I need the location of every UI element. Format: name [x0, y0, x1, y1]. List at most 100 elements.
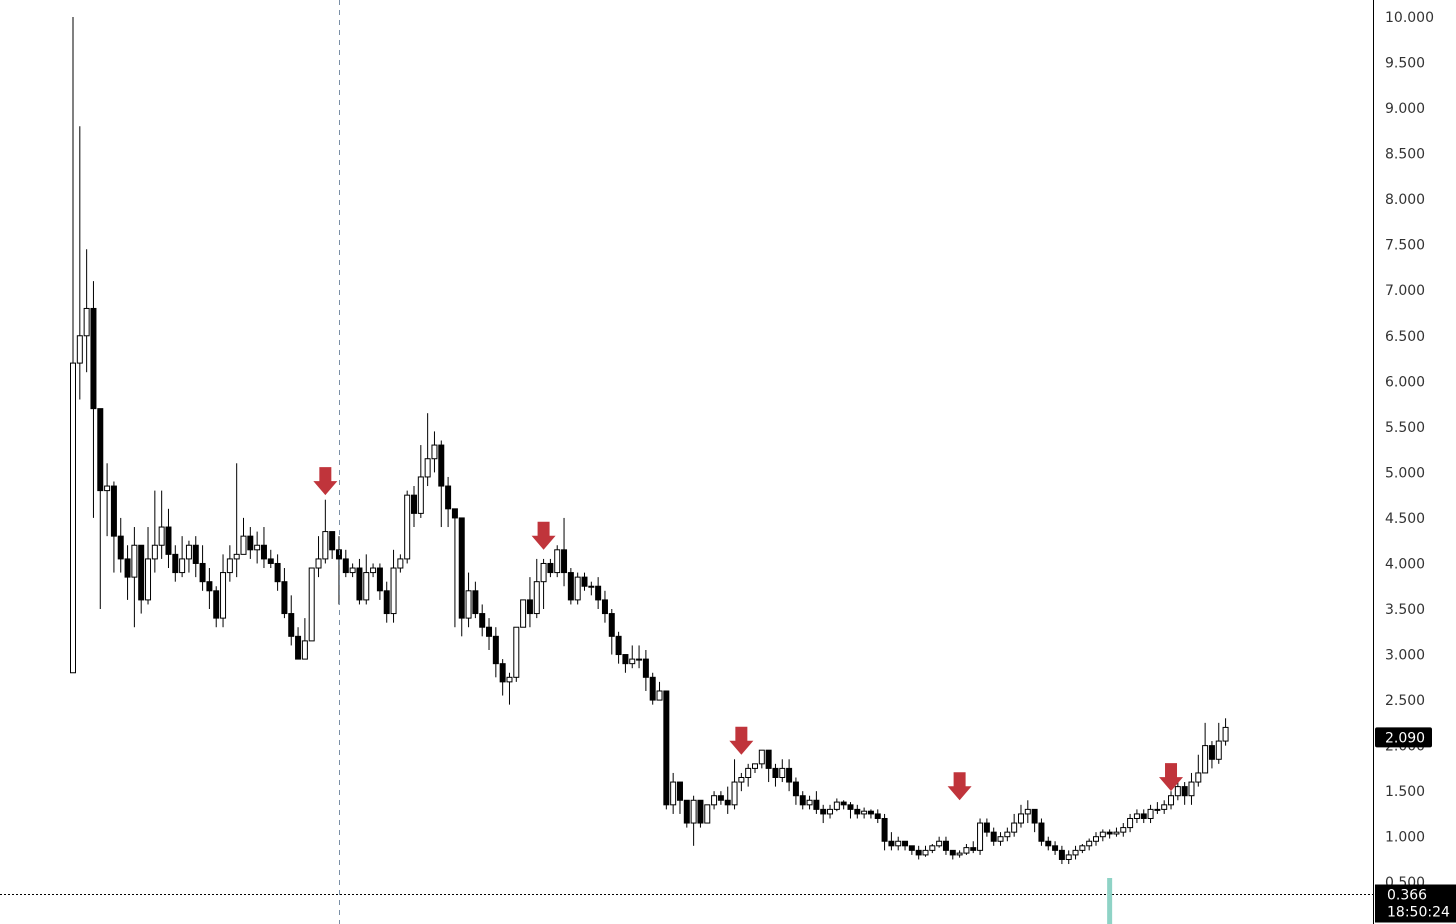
candle-body-up: [431, 444, 438, 460]
candle-body-down: [983, 822, 990, 833]
candle-body-down: [874, 813, 881, 819]
last-price-tag: 2.090: [1375, 727, 1432, 748]
candle-body-down: [526, 599, 533, 615]
candle: [820, 804, 827, 824]
candle-body-down: [288, 613, 295, 637]
candle-body-down: [915, 849, 922, 856]
candle: [213, 586, 220, 628]
candle-body-down: [274, 562, 281, 583]
candle: [1133, 809, 1140, 824]
price-tick-label: 6.500: [1385, 329, 1425, 345]
candle-body-up: [922, 849, 929, 856]
candle: [970, 841, 977, 854]
candle: [601, 590, 608, 623]
candle: [506, 672, 513, 705]
candle: [813, 791, 820, 814]
candle-body-down: [97, 408, 104, 492]
candle-body-up: [404, 494, 411, 560]
candle: [1011, 813, 1018, 837]
price-tick-label: 2.500: [1385, 693, 1425, 709]
candle: [711, 791, 718, 810]
arrow-annotations: [313, 467, 1184, 801]
candle-body-up: [738, 777, 745, 783]
candle-body-down: [117, 535, 124, 560]
candle: [608, 609, 615, 655]
candle-body-down: [1058, 849, 1065, 860]
candle-body-up: [1161, 804, 1168, 810]
candle-body-up: [513, 626, 520, 678]
price-tick-label: 10.000: [1385, 10, 1434, 26]
candle: [1168, 791, 1175, 810]
candle-body-up: [752, 763, 758, 769]
candle: [451, 508, 458, 628]
candle: [1052, 841, 1059, 855]
candle: [690, 795, 697, 846]
candle-body-up: [1174, 786, 1181, 797]
candle-body-down: [942, 840, 949, 851]
candle: [192, 536, 199, 578]
candle-body-up: [1079, 845, 1086, 851]
price-axis[interactable]: 10.000 9.500 9.000 8.500 8.000 7.500 7.000 6.50…: [1385, 10, 1434, 891]
candle-body-down: [213, 590, 220, 619]
candle: [929, 843, 936, 854]
candle-body-down: [438, 444, 445, 487]
candle: [117, 517, 124, 573]
candle: [615, 631, 622, 664]
candle: [915, 845, 922, 860]
candle: [267, 549, 274, 569]
candle-body-down: [908, 845, 915, 851]
candle: [1174, 782, 1181, 801]
crosshair-time-label: 18:50:24: [1387, 905, 1450, 921]
candle-body-up: [226, 558, 233, 574]
candle: [226, 545, 233, 582]
candle: [547, 558, 554, 578]
candle: [895, 836, 902, 851]
candle-body-down: [329, 531, 336, 551]
candle-body-up: [745, 767, 752, 779]
candle: [806, 795, 813, 810]
candle: [595, 577, 602, 610]
candle: [588, 581, 595, 596]
arrow-down-icon: [729, 726, 754, 755]
candles: [70, 17, 1229, 865]
candle: [520, 599, 527, 628]
candle: [301, 618, 308, 660]
candle-body-down: [458, 517, 465, 619]
candle-body-down: [615, 635, 622, 656]
candle-body-down: [567, 572, 574, 601]
candle-body-down: [649, 676, 656, 701]
candle: [649, 672, 656, 705]
candle-body-down: [622, 654, 629, 665]
candle-body-up: [465, 590, 472, 619]
candle-body-up: [349, 567, 356, 574]
candle-body-down: [479, 613, 486, 628]
candle-body-down: [445, 485, 452, 510]
candle-body-down: [561, 549, 568, 574]
candle: [76, 126, 83, 400]
candle-body-up: [636, 658, 643, 661]
candle-body-up: [1202, 745, 1209, 774]
candle: [370, 563, 377, 578]
candle-body-up: [233, 553, 240, 560]
candle: [492, 627, 499, 678]
candle-body-up: [554, 549, 561, 574]
candle-body-up: [656, 690, 663, 701]
candle-body-down: [90, 307, 97, 410]
candle-body-up: [1072, 849, 1079, 856]
candle: [922, 845, 929, 857]
candle: [697, 799, 704, 828]
price-tick-label: 9.500: [1385, 56, 1425, 72]
candle-body-down: [683, 799, 690, 824]
candle-body-down: [581, 576, 588, 587]
candle: [854, 804, 861, 819]
plot-area[interactable]: [0, 0, 1373, 924]
candle: [1031, 808, 1038, 833]
candle-body-up: [301, 640, 308, 660]
candle-body-up: [1065, 854, 1072, 860]
candle-body-down: [451, 508, 458, 519]
candle-body-up: [533, 581, 540, 615]
candle-body-up: [704, 804, 711, 824]
candle-body-up: [731, 781, 738, 806]
candle: [881, 813, 888, 851]
